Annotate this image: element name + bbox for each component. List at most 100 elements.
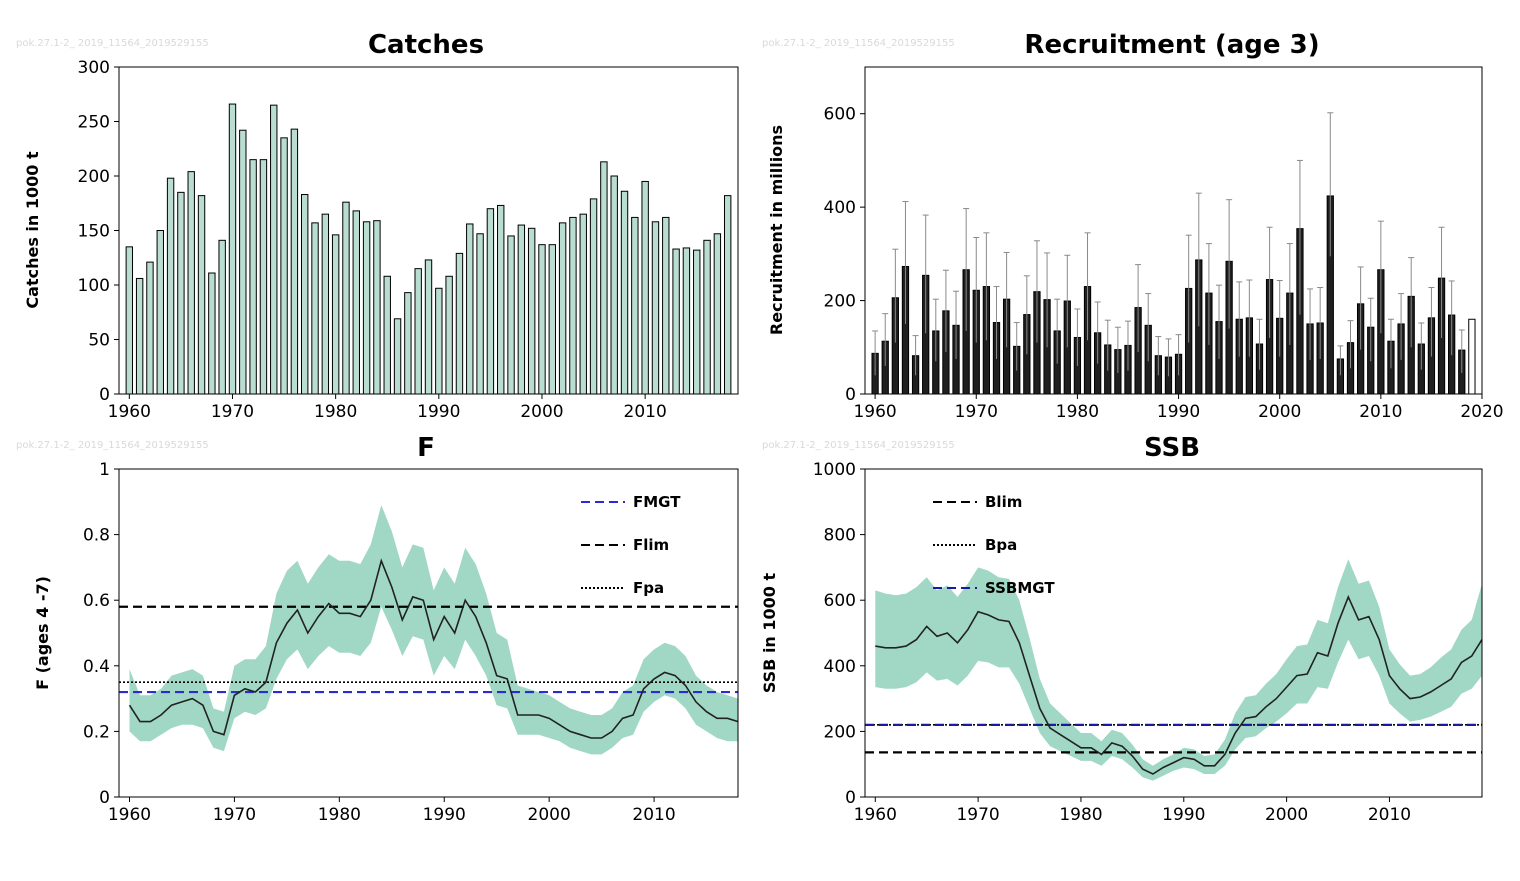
f-legend: FMGT Flim Fpa [581,493,681,597]
catches-bar [445,275,453,395]
catches-bar [290,128,299,395]
catches-bar [569,216,577,395]
ssb-x-tick-label: 1960 [854,805,897,825]
catches-bar [455,252,464,395]
catches-x-tick-label: 1960 [108,402,151,422]
catches-bar [321,213,330,395]
ssb-estimate-line [875,594,1483,775]
ssb-y-tick-label: 1000 [813,460,856,480]
ssb-x-axis: 1960 1970 1980 1990 2000 2010 [854,797,1411,825]
recruitment-x-tick-label: 2000 [1258,402,1301,422]
catches-bar [280,137,288,395]
recruitment-x-tick-label: 2010 [1359,402,1402,422]
catches-bar [713,233,722,395]
f-title: F [417,433,435,463]
f-confidence-band [129,505,738,755]
f-y-tick-label: 0.2 [83,722,110,742]
catches-bar [497,204,505,395]
catches-bar [218,239,226,395]
ssb-legend-label: Blim [985,493,1022,511]
recruitment-plot-frame [864,66,1483,395]
catches-y-tick-label: 150 [78,222,110,242]
f-y-axis: 0 0.2 0.4 0.6 0.8 1 [83,460,119,808]
catches-bar [693,249,701,395]
watermark: pok.27.1-2_ 2019_11564_2019529155 [16,38,209,49]
catches-bar [414,268,422,395]
catches-bar [156,230,164,395]
ssb-y-tick-label: 200 [824,722,856,742]
catches-bar [682,247,691,395]
catches-bar [362,221,371,395]
recruitment-x-tick-label: 2020 [1460,402,1503,422]
ssb-x-tick-label: 2010 [1368,805,1411,825]
catches-bar [723,195,732,395]
catches-bar [342,201,350,395]
f-y-tick-label: 0 [99,788,110,808]
catches-bar [548,244,556,395]
recruitment-y-tick-label: 200 [824,292,856,312]
catches-title: Catches [368,30,484,60]
recruitment-y-tick-label: 400 [824,198,856,218]
catches-bar [301,194,309,395]
ssb-title: SSB [1144,433,1200,463]
catches-bar [476,233,484,395]
catches-bar [259,159,268,395]
ssb-x-tick-label: 1980 [1059,805,1102,825]
catches-bars [125,103,732,395]
catches-y-tick-label: 50 [88,331,110,351]
catches-bar [166,177,175,395]
catches-bar [424,259,433,395]
catches-x-axis: 1960 1970 1980 1990 2000 2010 [108,394,667,422]
catches-bar [435,287,443,395]
f-plot-frame [118,468,739,798]
f-panel: pok.27.1-2_ 2019_11564_2019529155 F F (a… [16,433,739,825]
ssb-y-tick-label: 800 [824,526,856,546]
catches-bar [228,103,237,395]
catches-bar [672,248,680,395]
catches-y-tick-label: 200 [78,167,110,187]
catches-bar [703,239,711,395]
recruitment-title: Recruitment (age 3) [1024,30,1319,60]
catches-bar [393,318,402,395]
f-legend-label: Flim [633,536,669,554]
recruitment-x-tick-label: 1980 [1056,402,1099,422]
catches-y-tick-label: 250 [78,113,110,133]
recruitment-y-axis-label: Recruitment in millions [767,125,786,335]
catches-bar [197,195,206,395]
recruitment-x-tick-label: 1990 [1157,402,1200,422]
catches-bar [249,159,257,395]
catches-panel: pok.27.1-2_ 2019_11564_2019529155 Catche… [16,30,739,422]
catches-y-tick-label: 100 [78,276,110,296]
catches-bar [610,175,618,395]
catches-y-tick-label: 300 [78,58,110,78]
f-y-axis-label: F (ages 4 -7) [33,576,52,690]
f-x-axis: 1960 1970 1980 1990 2000 2010 [108,797,676,825]
catches-bar [239,129,247,395]
f-x-tick-label: 2000 [528,805,571,825]
ssb-y-axis: 0 200 400 600 800 1000 [813,460,865,808]
f-x-tick-label: 1990 [423,805,466,825]
ssb-legend-label: Bpa [985,536,1017,554]
catches-bar [589,198,598,395]
recruitment-x-tick-label: 1970 [955,402,998,422]
catches-bar [270,104,278,395]
f-x-tick-label: 2010 [632,805,675,825]
ssb-panel: pok.27.1-2_ 2019_11564_2019529155 SSB SS… [760,433,1483,825]
f-y-tick-label: 0.6 [83,591,110,611]
ssb-y-tick-label: 600 [824,591,856,611]
ssb-marks [865,559,1483,781]
recruitment-bar [1468,318,1476,395]
catches-bar [135,277,144,395]
recruitment-x-axis: 1960 1970 1980 1990 2000 2010 2020 [853,394,1504,422]
ssb-x-tick-label: 1990 [1162,805,1205,825]
catches-bar [600,161,608,395]
catches-bar [331,234,340,395]
ssb-y-axis-label: SSB in 1000 t [760,573,779,694]
f-legend-label: Fpa [633,579,664,597]
recruitment-x-tick-label: 1960 [853,402,896,422]
catches-bar [507,235,515,395]
catches-bar [631,216,639,395]
catches-bar [373,220,381,395]
f-y-tick-label: 1 [99,460,110,480]
